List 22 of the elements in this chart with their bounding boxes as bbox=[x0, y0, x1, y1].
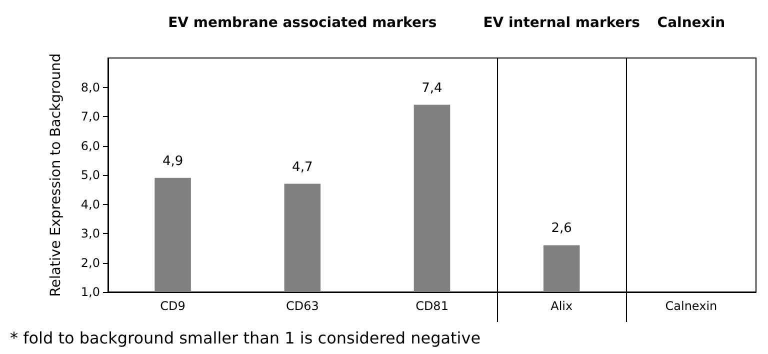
text: * fold to background smaller than 1 is considered negative bbox=[10, 328, 481, 348]
y-tick-label: 1,0 bbox=[80, 285, 100, 299]
text: Calnexin bbox=[657, 15, 726, 31]
x-tick-label: Alix bbox=[550, 299, 573, 313]
y-tick-label: 2,0 bbox=[80, 256, 100, 270]
x-tick-label: CD9 bbox=[160, 299, 186, 313]
data-label: 2,6 bbox=[551, 221, 572, 236]
text: EV internal markers bbox=[483, 15, 640, 31]
y-tick-label: 3,0 bbox=[80, 226, 100, 240]
y-tick-label: 7,0 bbox=[80, 110, 100, 124]
y-tick-label: 6,0 bbox=[80, 138, 100, 153]
y-tick-label: 8,0 bbox=[80, 80, 100, 94]
data-label: 4,9 bbox=[162, 154, 184, 169]
text: EV membrane associated markers bbox=[168, 15, 437, 31]
y-tick-label: 4,0 bbox=[80, 197, 100, 212]
y-axis-title: Relative Expression to Background bbox=[48, 53, 64, 297]
x-tick-label: CD63 bbox=[286, 299, 319, 313]
x-tick-label: Calnexin bbox=[665, 299, 718, 313]
x-tick-label: CD81 bbox=[416, 299, 448, 313]
data-label: 4,7 bbox=[292, 160, 313, 175]
data-label: 7,4 bbox=[422, 80, 442, 96]
y-tick-label: 5,0 bbox=[80, 168, 100, 182]
